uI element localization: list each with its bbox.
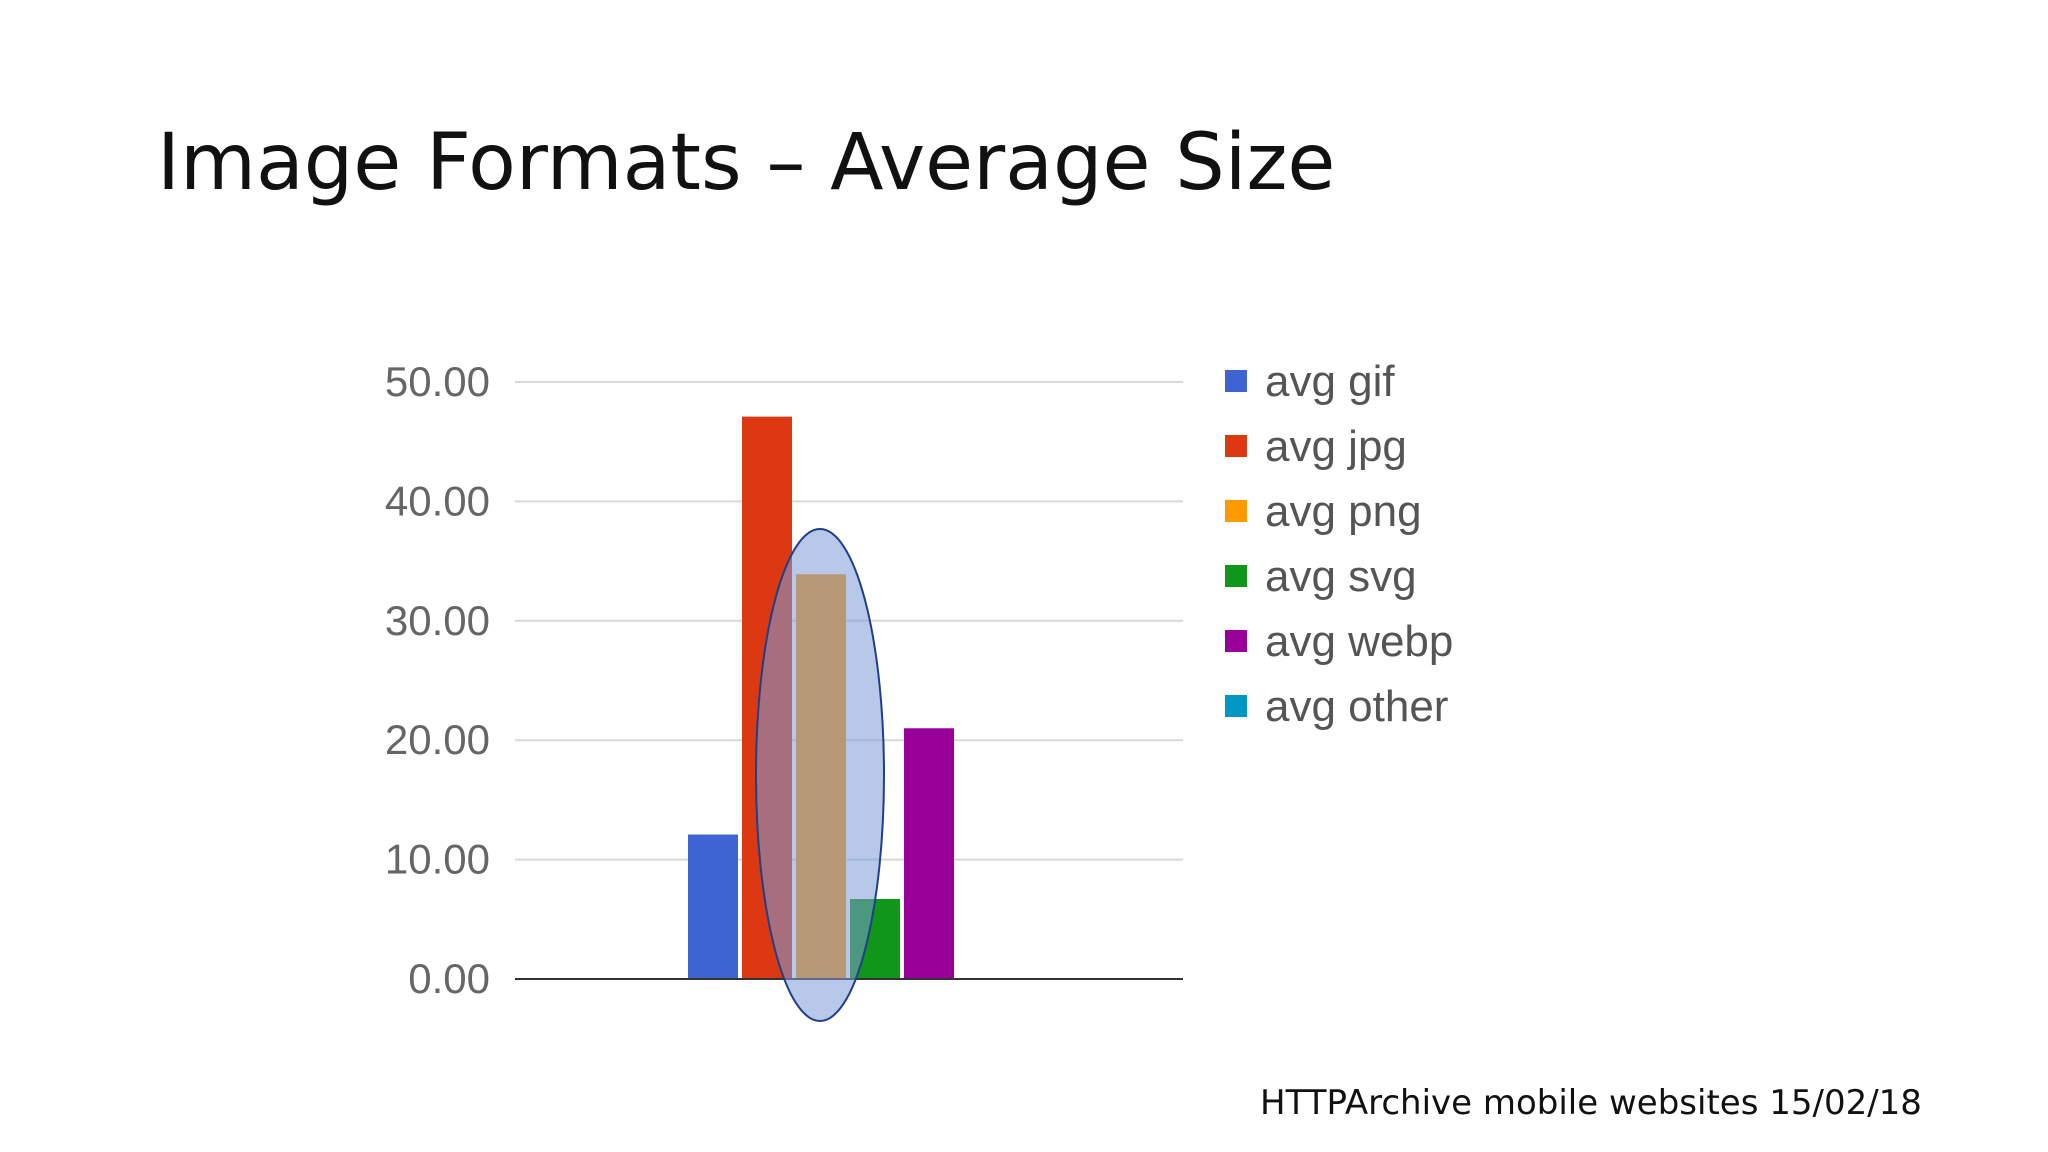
bar-avg-gif bbox=[688, 834, 738, 979]
highlight-ellipse bbox=[755, 528, 885, 1022]
legend-swatch bbox=[1225, 630, 1247, 652]
legend-label: avg other bbox=[1265, 682, 1448, 731]
y-tick-label: 30.00 bbox=[385, 597, 490, 644]
legend-swatch bbox=[1225, 500, 1247, 522]
legend-label: avg svg bbox=[1265, 552, 1417, 601]
y-axis-ticks: 0.00 10.00 20.00 30.00 40.00 50.00 bbox=[385, 358, 490, 1002]
y-tick-label: 0.00 bbox=[408, 955, 490, 1002]
legend-label: avg png bbox=[1265, 487, 1422, 536]
legend-swatch bbox=[1225, 370, 1247, 392]
legend-label: avg gif bbox=[1265, 357, 1395, 406]
y-tick-label: 40.00 bbox=[385, 477, 490, 524]
legend-swatch bbox=[1225, 435, 1247, 457]
highlight-ellipse bbox=[755, 528, 885, 1022]
bar-avg-webp bbox=[904, 728, 954, 979]
y-tick-label: 10.00 bbox=[385, 836, 490, 883]
slide-title: Image Formats – Average Size bbox=[157, 118, 1336, 208]
legend-label: avg jpg bbox=[1265, 422, 1407, 471]
legend: avg gif avg jpg avg png avg svg avg webp avg … bbox=[1225, 357, 1453, 731]
legend-swatch bbox=[1225, 695, 1247, 717]
legend-label: avg webp bbox=[1265, 617, 1453, 666]
source-note: HTTPArchive mobile websites 15/02/18 bbox=[1260, 1083, 1922, 1123]
legend-swatch bbox=[1225, 565, 1247, 587]
y-tick-label: 50.00 bbox=[385, 358, 490, 405]
y-tick-label: 20.00 bbox=[385, 716, 490, 763]
